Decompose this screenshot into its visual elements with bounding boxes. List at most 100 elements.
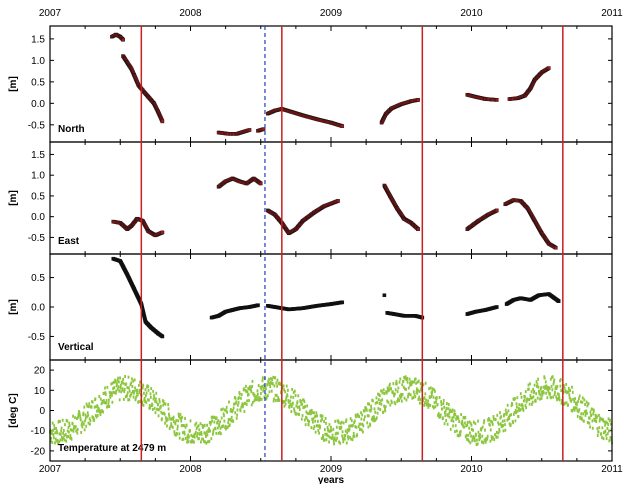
temperature-data-point bbox=[161, 417, 163, 421]
temperature-data-point bbox=[328, 423, 331, 427]
temperature-data-point bbox=[54, 437, 57, 441]
temperature-data-point bbox=[363, 409, 366, 413]
temperature-data-point bbox=[430, 393, 433, 397]
temperature-data-point bbox=[516, 409, 519, 413]
temperature-data-point bbox=[467, 433, 470, 437]
temperature-data-point bbox=[456, 433, 459, 437]
temperature-data-point bbox=[412, 396, 415, 400]
temperature-data-point bbox=[164, 421, 166, 425]
temperature-data-point bbox=[104, 392, 107, 396]
temperature-data-point bbox=[374, 401, 377, 405]
temperature-data-point bbox=[165, 419, 168, 423]
temperature-data-point bbox=[66, 419, 69, 423]
temperature-data-point bbox=[229, 418, 232, 422]
temperature-data-point bbox=[154, 399, 156, 403]
temperature-data-point bbox=[260, 397, 263, 401]
temperature-data-point bbox=[201, 437, 203, 441]
temperature-data-point bbox=[99, 409, 101, 413]
temperature-data-point bbox=[586, 420, 589, 424]
temperature-data-point bbox=[603, 420, 606, 424]
temperature-data-point bbox=[143, 391, 145, 395]
temperature-data-point bbox=[574, 406, 577, 410]
temperature-data-point bbox=[293, 389, 296, 393]
temperature-data-point bbox=[516, 405, 518, 409]
temperature-data-point bbox=[148, 404, 151, 408]
temperature-data-point bbox=[358, 415, 360, 419]
temperature-data-point bbox=[381, 398, 384, 402]
temperature-data-point bbox=[448, 415, 451, 419]
temperature-data-point bbox=[484, 428, 486, 432]
temperature-data-point bbox=[415, 387, 418, 391]
temperature-data-point bbox=[271, 378, 274, 382]
temperature-data-point bbox=[435, 396, 438, 400]
temperature-data-point bbox=[51, 430, 53, 434]
temperature-data-point bbox=[50, 436, 53, 440]
temperature-data-point bbox=[72, 414, 74, 418]
temperature-data-point bbox=[260, 391, 262, 395]
temperature-data-point bbox=[526, 398, 529, 402]
temperature-data-point bbox=[275, 398, 277, 402]
temperature-data-point bbox=[193, 433, 196, 437]
temperature-data-point bbox=[408, 377, 411, 381]
temperature-data-point bbox=[606, 421, 608, 425]
temperature-data-point bbox=[382, 410, 385, 414]
temperature-data-point bbox=[522, 408, 525, 412]
temperature-data-point bbox=[383, 407, 386, 411]
temperature-data-point bbox=[155, 400, 158, 404]
temperature-data-point bbox=[202, 437, 205, 441]
temperature-data-point bbox=[72, 429, 75, 433]
temperature-data-point bbox=[395, 379, 398, 383]
temperature-data-point bbox=[439, 415, 442, 419]
temperature-data-point bbox=[306, 404, 309, 408]
temperature-data-point bbox=[443, 422, 446, 426]
temperature-data-point bbox=[384, 405, 387, 409]
temperature-data-point bbox=[489, 423, 491, 427]
temperature-data-point bbox=[595, 419, 598, 423]
temperature-data-point bbox=[327, 434, 330, 438]
temperature-data-point bbox=[54, 441, 56, 445]
temperature-data-point bbox=[293, 409, 296, 413]
temperature-data-point bbox=[141, 386, 144, 390]
temperature-data-point bbox=[466, 420, 469, 424]
temperature-data-point bbox=[382, 388, 385, 392]
temperature-data-point bbox=[504, 408, 507, 412]
temperature-data-point bbox=[153, 393, 155, 397]
vertical-data-point bbox=[382, 293, 387, 298]
temperature-data-point bbox=[83, 428, 86, 432]
temperature-data-point bbox=[549, 392, 551, 396]
temperature-data-point bbox=[274, 376, 277, 380]
temperature-data-point bbox=[193, 440, 195, 444]
temperature-data-point bbox=[308, 419, 310, 423]
temperature-data-point bbox=[88, 402, 91, 406]
temperature-data-point bbox=[532, 395, 535, 399]
temperature-data-point bbox=[179, 416, 182, 420]
temperature-data-point bbox=[481, 434, 484, 438]
temperature-data-point bbox=[126, 391, 129, 395]
temperature-data-point bbox=[450, 419, 453, 423]
temperature-data-point bbox=[114, 378, 116, 382]
east-y-tick-label: -0.5 bbox=[28, 233, 46, 244]
temperature-data-point bbox=[153, 396, 156, 400]
temperature-data-point bbox=[164, 416, 167, 420]
temperature-data-point bbox=[296, 400, 299, 404]
temperature-data-point bbox=[345, 420, 347, 424]
temperature-data-point bbox=[489, 439, 492, 443]
temperature-data-point bbox=[156, 408, 159, 412]
vertical-y-tick-label: -0.5 bbox=[28, 332, 46, 343]
temperature-data-point bbox=[103, 391, 106, 395]
temperature-data-point bbox=[60, 426, 63, 430]
temperature-data-point bbox=[163, 402, 166, 406]
temperature-data-point bbox=[399, 394, 401, 398]
temperature-data-point bbox=[437, 412, 440, 416]
temperature-data-point bbox=[82, 413, 85, 417]
temperature-data-point bbox=[556, 392, 559, 396]
temperature-data-point bbox=[251, 379, 254, 383]
temperature-data-point bbox=[376, 400, 379, 404]
temperature-data-point bbox=[530, 396, 533, 400]
temperature-data-point bbox=[218, 424, 221, 428]
temperature-data-point bbox=[270, 389, 273, 393]
temperature-data-point bbox=[320, 414, 323, 418]
temperature-data-point bbox=[447, 402, 450, 406]
temperature-data-point bbox=[566, 390, 569, 394]
temperature-data-point bbox=[323, 419, 325, 423]
